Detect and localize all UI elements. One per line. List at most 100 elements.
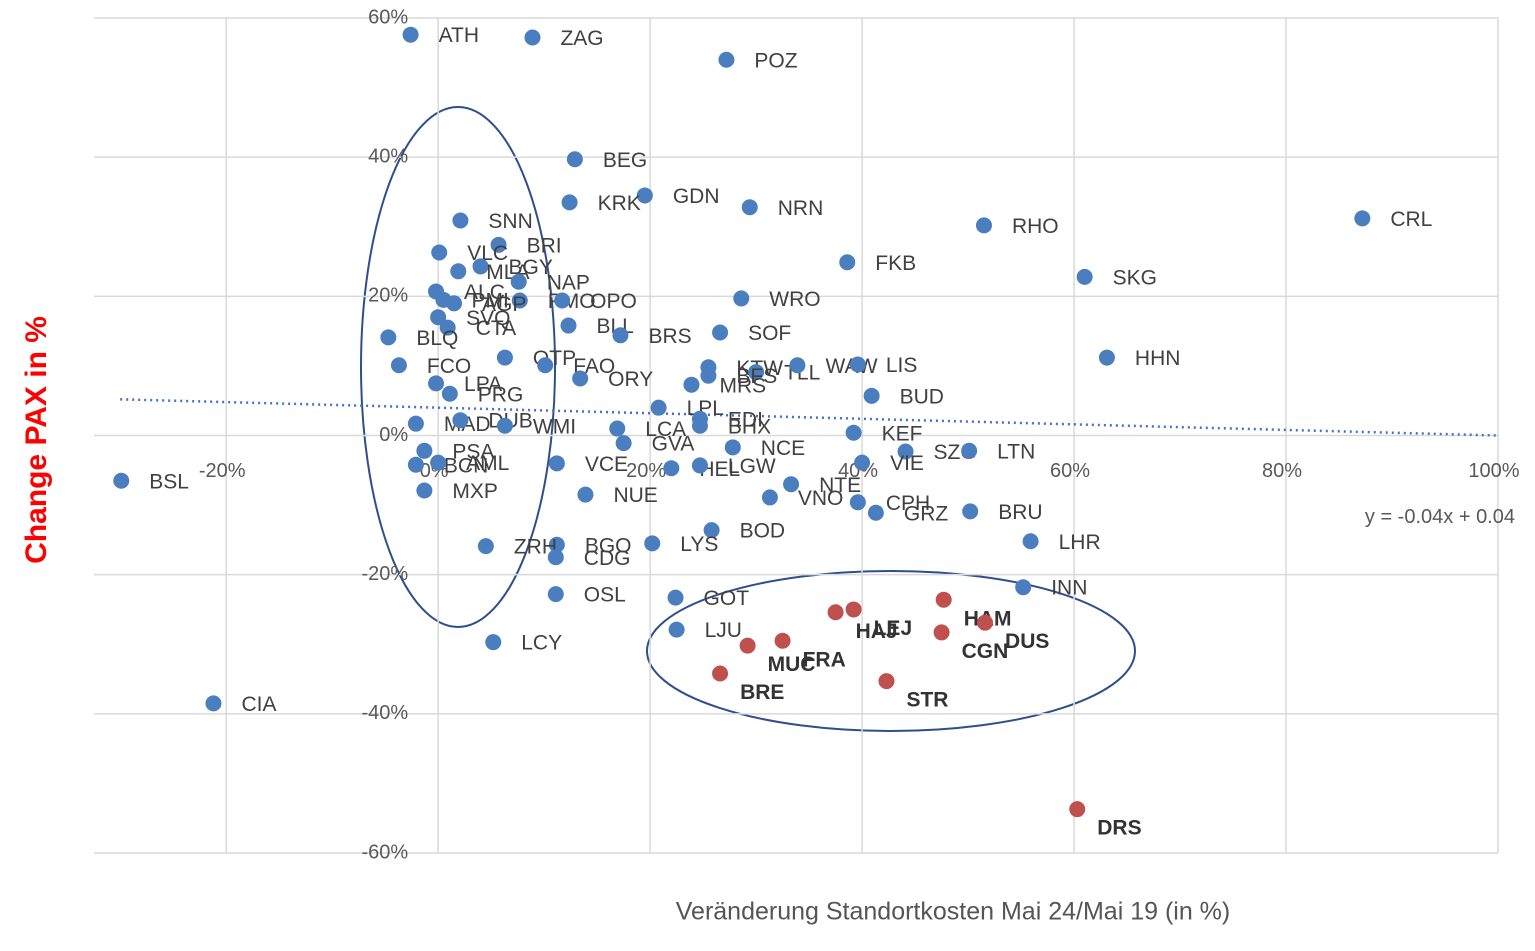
- data-point: [1069, 801, 1086, 818]
- data-point: [572, 370, 589, 387]
- data-point: [548, 455, 565, 472]
- data-point: [845, 601, 862, 618]
- data-point: [511, 292, 528, 309]
- data-point: [849, 356, 866, 373]
- point-label: KRK: [598, 192, 641, 215]
- point-label: LPA: [464, 373, 502, 396]
- point-label: INN: [1051, 577, 1087, 600]
- data-point: [1022, 533, 1039, 550]
- data-point: [935, 591, 952, 608]
- point-label: AGP: [482, 293, 526, 316]
- data-point: [667, 589, 684, 606]
- point-label: PMI: [471, 289, 508, 312]
- data-point: [703, 522, 720, 539]
- data-point: [205, 695, 222, 712]
- data-point: [741, 199, 758, 216]
- data-point: [961, 442, 978, 459]
- x-tick-label: 20%: [626, 460, 666, 482]
- data-point: [380, 329, 397, 346]
- data-point: [472, 258, 489, 275]
- data-point: [566, 151, 583, 168]
- point-label: VCE: [585, 453, 628, 476]
- trendline-label: y = -0.04x + 0.04: [1365, 506, 1515, 528]
- point-label: NAP: [547, 271, 590, 294]
- point-label: VNO: [798, 487, 844, 510]
- x-tick-label: 100%: [1468, 460, 1519, 482]
- data-point: [783, 476, 800, 493]
- point-label: HAJ: [856, 620, 898, 643]
- point-label: NUE: [613, 484, 657, 507]
- data-point: [612, 327, 629, 344]
- point-label: STR: [906, 689, 948, 712]
- point-label: ORY: [608, 368, 653, 391]
- x-tick-label: -20%: [199, 460, 246, 482]
- point-label: LCA: [645, 418, 686, 441]
- point-label: BUD: [900, 385, 944, 408]
- data-point: [485, 634, 502, 651]
- data-point: [650, 399, 667, 416]
- point-label: BGO: [585, 534, 632, 557]
- data-point: [724, 439, 741, 456]
- point-label: BCN: [444, 454, 488, 477]
- x-axis-title: Veränderung Standortkosten Mai 24/Mai 19…: [676, 898, 1230, 926]
- y-tick-label: 20%: [368, 285, 408, 307]
- y-tick-label: 0%: [379, 424, 408, 446]
- data-point: [560, 317, 577, 334]
- data-point: [933, 624, 950, 641]
- data-point: [524, 29, 541, 46]
- data-point: [733, 290, 750, 307]
- data-point: [450, 263, 467, 280]
- point-label: GOT: [704, 587, 750, 610]
- point-label: GRZ: [904, 502, 949, 525]
- data-point: [1098, 349, 1115, 366]
- data-point: [615, 435, 632, 452]
- point-label: CIA: [241, 693, 276, 716]
- data-point: [748, 364, 765, 381]
- y-tick-label: 40%: [368, 145, 408, 167]
- point-label: LJU: [705, 619, 742, 642]
- data-point: [878, 673, 895, 690]
- data-point: [431, 244, 448, 261]
- data-point: [854, 454, 871, 471]
- data-point: [496, 349, 513, 366]
- point-label: SNN: [488, 210, 532, 233]
- point-label: NTE: [819, 474, 861, 497]
- point-label: CGN: [962, 640, 1009, 663]
- data-point: [761, 489, 778, 506]
- data-point: [849, 494, 866, 511]
- data-point: [441, 385, 458, 402]
- data-point: [863, 387, 880, 404]
- data-point: [548, 536, 565, 553]
- data-point: [636, 187, 653, 204]
- highlight-ellipse: [360, 106, 556, 628]
- point-label: ATH: [439, 24, 479, 47]
- point-label: BEG: [603, 149, 647, 172]
- point-label: SVQ: [466, 307, 510, 330]
- data-point: [644, 535, 661, 552]
- point-label: MRS: [719, 374, 766, 397]
- point-label: GVA: [652, 433, 695, 456]
- point-label: POZ: [754, 49, 797, 72]
- data-point: [977, 614, 994, 631]
- data-point: [477, 538, 494, 555]
- point-label: BRU: [998, 501, 1042, 524]
- point-label: BFS: [736, 365, 777, 388]
- point-label: OSL: [584, 584, 626, 607]
- point-label: BRI: [527, 234, 562, 257]
- data-point: [774, 632, 791, 649]
- point-label: DUS: [1005, 630, 1049, 653]
- data-point: [712, 324, 729, 341]
- data-point: [975, 217, 992, 234]
- point-label: LEJ: [874, 617, 913, 640]
- point-label: BRS: [648, 325, 691, 348]
- y-axis-title: Change PAX in %: [20, 316, 53, 564]
- data-point: [718, 51, 735, 68]
- point-label: ZRH: [514, 536, 557, 559]
- data-point: [490, 236, 507, 253]
- data-point: [897, 443, 914, 460]
- data-point: [452, 412, 469, 429]
- point-label: LGW: [728, 455, 776, 478]
- data-point: [789, 357, 806, 374]
- point-label: MXP: [452, 480, 498, 503]
- data-point: [537, 357, 554, 374]
